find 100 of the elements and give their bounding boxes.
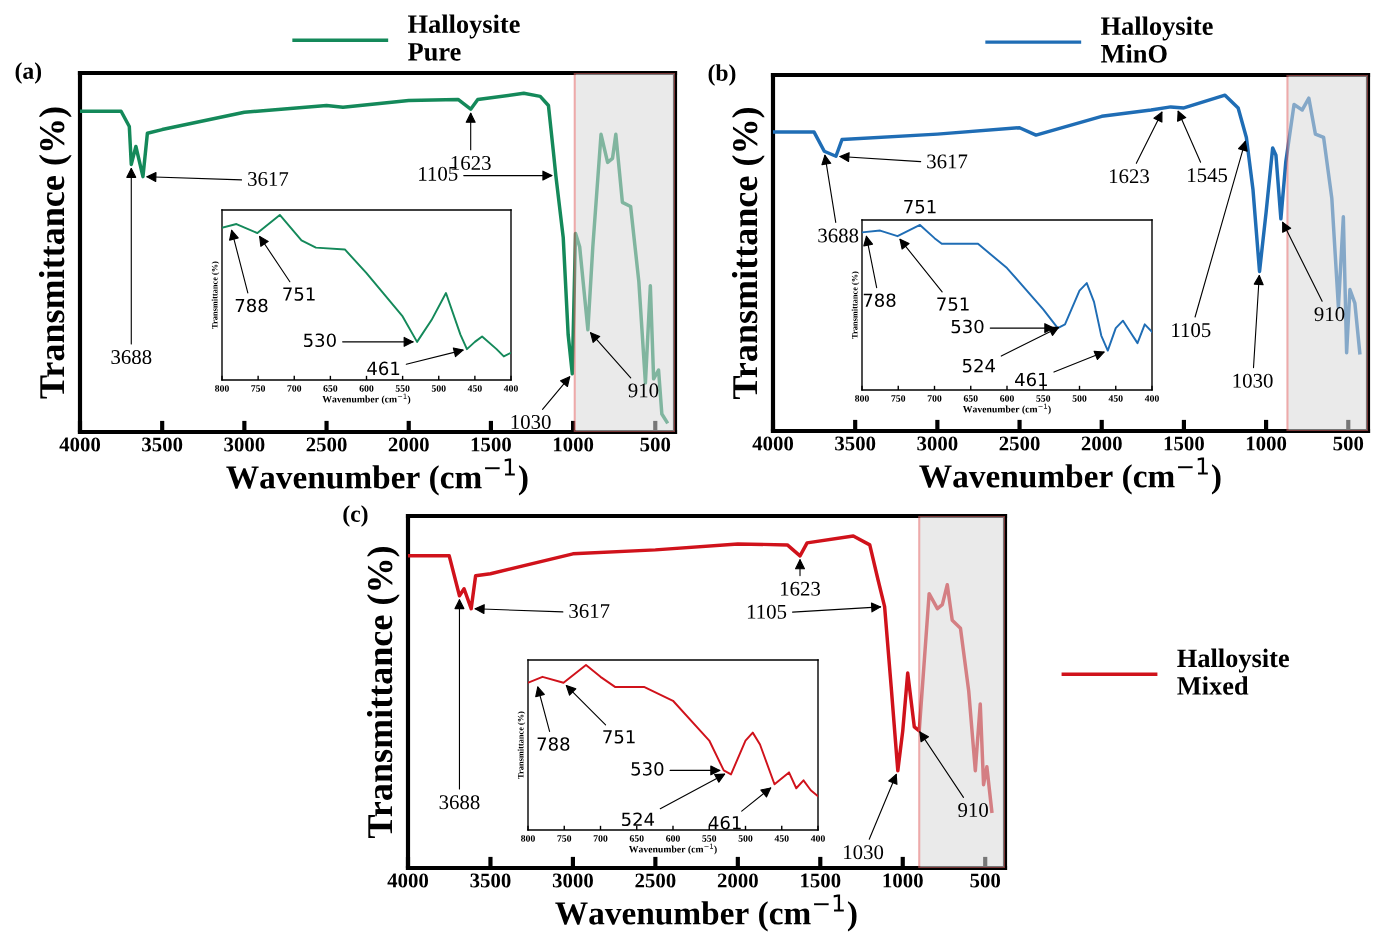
x-tick-label: 800 (855, 395, 869, 402)
y-axis-title: Transmittance (%) (731, 107, 765, 400)
y-axis-title: Transmittance (%) (517, 711, 526, 779)
x-tick-label: 700 (287, 385, 302, 392)
x-tick-label: 500 (970, 873, 1001, 888)
x-tick-label: 1500 (1164, 436, 1204, 451)
text: (a) (15, 62, 42, 84)
x-tick-label: 1000 (553, 437, 594, 452)
annotation: 1545 (1188, 168, 1228, 183)
y-axis-title: Transmittance (%) (211, 261, 220, 329)
x-tick-label: 400 (503, 385, 518, 392)
x-tick-label: 400 (1144, 395, 1159, 402)
annotation: 461 (367, 361, 400, 376)
x-tick-label: 600 (666, 835, 680, 842)
annotation: 1105 (1172, 323, 1211, 338)
x-axis-title: Wavenumber (cm$^{−1}$) (919, 457, 1221, 495)
annotation: 751 (904, 200, 936, 214)
x-tick-label: 500 (431, 385, 446, 392)
x-tick-label: 450 (467, 385, 482, 392)
x-tick-label: 4000 (59, 437, 101, 452)
x-tick-label: 2500 (635, 873, 676, 888)
x-tick-label: 750 (251, 385, 266, 392)
annotation: 3688 (439, 795, 480, 810)
text: (b) (708, 64, 736, 86)
x-tick-label: 500 (1333, 436, 1364, 451)
annotation: 3688 (111, 350, 152, 365)
annotation: 1030 (511, 414, 551, 429)
x-tick-label: 2500 (306, 437, 347, 452)
x-tick-label: 800 (521, 835, 535, 842)
x-tick-label: 750 (557, 835, 572, 842)
x-tick-label: 2000 (388, 437, 429, 452)
x-tick-label: 1000 (883, 873, 923, 888)
x-axis-title: Wavenumber (cm$^{−1}$) (226, 458, 528, 496)
x-tick-label: 550 (702, 835, 717, 842)
y-axis-title: Transmittance (%) (366, 546, 400, 839)
annotation: 1623 (781, 581, 821, 596)
x-tick-label: 1000 (1246, 436, 1287, 451)
annotation: 1030 (1233, 373, 1273, 388)
annotation: 1030 (844, 845, 884, 860)
x-axis-title: Wavenumber (cm$^{−1}$) (628, 843, 717, 855)
annotation: 524 (621, 812, 655, 827)
x-tick-label: 700 (593, 835, 608, 842)
x-tick-label: 750 (891, 395, 906, 402)
annotation: 1105 (747, 604, 787, 619)
annotation: 910 (628, 383, 659, 398)
x-tick-label: 650 (323, 385, 338, 392)
x-tick-label: 3000 (552, 873, 593, 888)
annotation: 530 (304, 333, 336, 348)
annotation: 461 (1015, 372, 1047, 387)
annotation: 751 (283, 287, 315, 301)
annotation: 530 (631, 762, 664, 776)
x-tick-label: 3500 (470, 873, 511, 888)
x-axis-title: Wavenumber (cm$^{−1}$) (322, 393, 411, 405)
x-tick-label: 450 (1108, 395, 1123, 402)
annotation: 461 (708, 815, 741, 830)
x-tick-label: 3500 (142, 437, 183, 452)
annotation: 530 (951, 319, 984, 334)
legend-label: Halloysite Pure (408, 14, 520, 61)
x-tick-label: 4000 (752, 436, 794, 451)
annotation: 3617 (248, 172, 289, 187)
x-tick-label: 450 (774, 835, 789, 842)
annotation: 3617 (927, 154, 968, 169)
annotation: 788 (863, 293, 896, 308)
x-tick-label: 3500 (835, 436, 876, 451)
x-axis-title: Wavenumber (cm$^{−1}$) (555, 894, 857, 932)
x-tick-label: 500 (1072, 395, 1087, 402)
y-axis-title: Transmittance (%) (38, 107, 72, 399)
x-tick-label: 400 (810, 835, 825, 842)
x-tick-label: 3000 (917, 436, 958, 451)
annotation: 3688 (818, 228, 859, 243)
x-tick-label: 800 (215, 385, 229, 392)
annotation: 751 (603, 730, 635, 744)
annotation: 910 (958, 803, 988, 818)
x-tick-label: 650 (963, 395, 978, 402)
x-tick-label: 2500 (999, 436, 1040, 451)
x-tick-label: 650 (629, 835, 644, 842)
x-tick-label: 600 (1000, 395, 1014, 402)
y-axis-title: Transmittance (%) (851, 271, 860, 339)
x-tick-label: 700 (927, 395, 942, 402)
annotation: 788 (537, 737, 570, 751)
x-tick-label: 550 (395, 385, 410, 392)
annotation: 910 (1314, 307, 1345, 322)
x-tick-label: 2000 (717, 873, 758, 888)
x-tick-label: 2000 (1081, 436, 1122, 451)
annotation: 3617 (569, 604, 610, 619)
x-tick-label: 500 (640, 437, 671, 452)
x-tick-label: 3000 (224, 437, 265, 452)
x-axis-title: Wavenumber (cm$^{−1}$) (962, 403, 1051, 415)
x-tick-label: 4000 (387, 873, 429, 888)
annotation: 788 (235, 298, 268, 313)
x-tick-label: 500 (738, 835, 753, 842)
annotation: 524 (962, 358, 995, 373)
x-tick-label: 1500 (801, 873, 841, 888)
x-tick-label: 1500 (471, 437, 511, 452)
annotation: 1623 (1109, 169, 1149, 184)
text: (c) (343, 505, 368, 527)
x-tick-label: 550 (1036, 395, 1051, 402)
legend-label: Halloysite MinO (1101, 16, 1213, 63)
annotation: 751 (937, 297, 969, 311)
x-tick-label: 600 (359, 385, 374, 392)
